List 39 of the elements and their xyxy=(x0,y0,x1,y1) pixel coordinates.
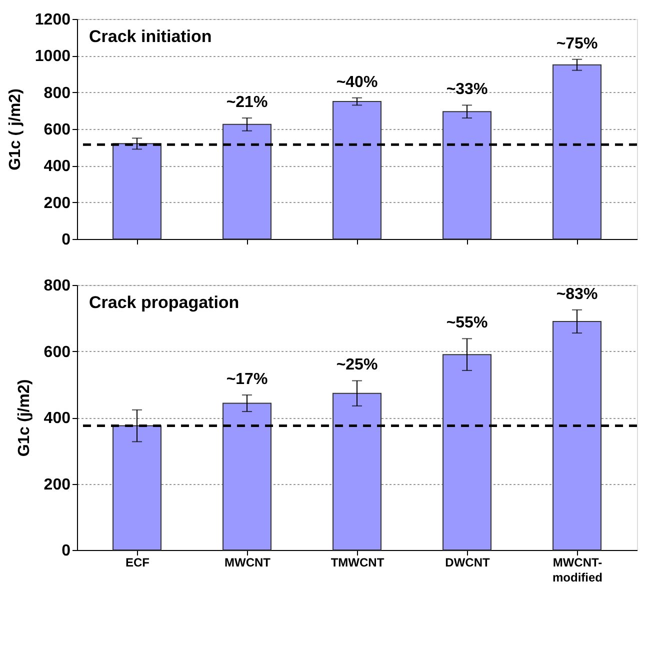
x-tick-label: TMWCNT xyxy=(330,556,385,570)
y-tick-label: 800 xyxy=(44,278,71,294)
x-tick-label: MWCNT-modified xyxy=(552,556,602,584)
y-tick-label: 0 xyxy=(62,542,71,560)
bar xyxy=(442,354,492,550)
chart-title: Crack propagation xyxy=(89,293,240,312)
annotation: ~17% xyxy=(226,370,268,388)
annotation: ~25% xyxy=(336,356,378,374)
annotation: ~55% xyxy=(446,314,488,332)
bar xyxy=(332,101,382,240)
y-tick-label: 1000 xyxy=(34,48,71,66)
bar xyxy=(112,425,162,550)
chart-title: Crack initiation xyxy=(89,27,212,46)
y-tick-label: 600 xyxy=(44,122,71,138)
bar xyxy=(552,64,602,240)
annotation: ~75% xyxy=(556,35,598,52)
bar xyxy=(552,320,602,550)
y-tick-label: 800 xyxy=(44,84,71,102)
annotation: ~40% xyxy=(336,74,378,91)
bar xyxy=(222,124,272,240)
annotation: ~33% xyxy=(446,81,488,98)
annotation: ~83% xyxy=(556,286,598,303)
x-tick-label: MWCNT xyxy=(224,556,272,570)
bar xyxy=(332,392,382,550)
annotation: ~21% xyxy=(226,94,268,111)
y-tick-label: 400 xyxy=(44,158,71,176)
bar xyxy=(222,402,272,550)
y-axis-title: G1c (j/m2) xyxy=(16,379,33,457)
y-tick-label: 1200 xyxy=(34,12,71,28)
bar xyxy=(442,111,492,240)
bar xyxy=(112,143,162,240)
y-tick-label: 0 xyxy=(62,232,71,248)
y-tick-label: 400 xyxy=(44,410,71,427)
x-tick-label: ECF xyxy=(126,556,150,570)
y-tick-label: 200 xyxy=(44,194,71,212)
y-axis-title: G1c ( j/m2) xyxy=(6,88,24,170)
y-tick-label: 600 xyxy=(44,344,71,361)
y-tick-label: 200 xyxy=(44,476,71,494)
x-tick-label: DWCNT xyxy=(445,556,490,570)
